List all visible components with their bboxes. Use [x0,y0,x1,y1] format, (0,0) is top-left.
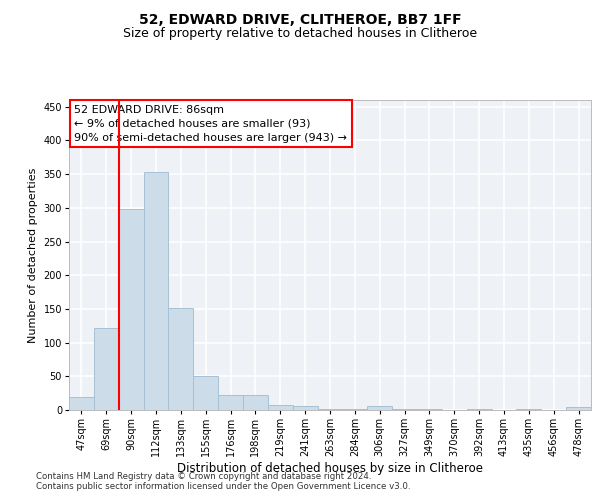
Bar [268,404,293,410]
Text: Contains HM Land Registry data © Crown copyright and database right 2024.: Contains HM Land Registry data © Crown c… [36,472,371,481]
Bar [143,172,169,410]
Bar [293,406,317,410]
X-axis label: Distribution of detached houses by size in Clitheroe: Distribution of detached houses by size … [177,462,483,475]
Bar [119,209,143,410]
Text: Contains public sector information licensed under the Open Government Licence v3: Contains public sector information licen… [36,482,410,491]
Bar [243,395,268,410]
Bar [367,406,392,410]
Text: 52 EDWARD DRIVE: 86sqm
← 9% of detached houses are smaller (93)
90% of semi-deta: 52 EDWARD DRIVE: 86sqm ← 9% of detached … [74,104,347,142]
Bar [69,396,94,410]
Bar [169,308,193,410]
Bar [343,408,367,410]
Bar [392,408,417,410]
Y-axis label: Number of detached properties: Number of detached properties [28,168,38,342]
Bar [317,408,343,410]
Bar [218,395,243,410]
Bar [566,408,591,410]
Bar [94,328,119,410]
Text: Size of property relative to detached houses in Clitheroe: Size of property relative to detached ho… [123,28,477,40]
Bar [193,376,218,410]
Text: 52, EDWARD DRIVE, CLITHEROE, BB7 1FF: 52, EDWARD DRIVE, CLITHEROE, BB7 1FF [139,12,461,26]
